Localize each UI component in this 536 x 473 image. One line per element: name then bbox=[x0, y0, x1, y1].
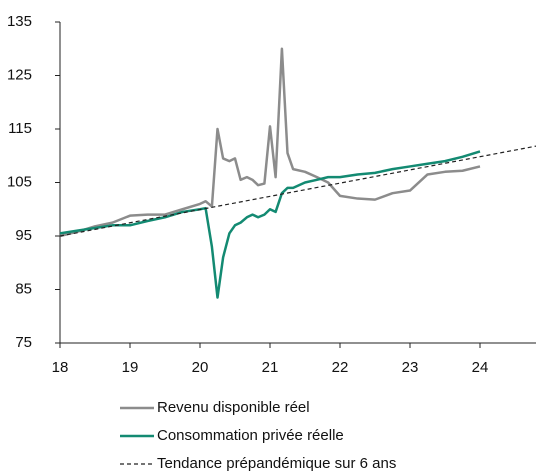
legend-label: Consommation privée réelle bbox=[157, 427, 344, 444]
x-tick-label: 21 bbox=[262, 359, 279, 376]
series-line bbox=[59, 145, 536, 237]
y-tick-label: 105 bbox=[7, 173, 32, 190]
series-line bbox=[59, 150, 481, 299]
legend-label: Revenu disponible réel bbox=[157, 399, 310, 416]
legend-label: Tendance prépandémique sur 6 ans bbox=[157, 455, 396, 472]
x-tick-label: 24 bbox=[472, 359, 489, 376]
y-tick-label: 115 bbox=[8, 120, 32, 137]
x-tick-label: 22 bbox=[332, 359, 349, 376]
y-tick-label: 75 bbox=[15, 334, 32, 351]
y-tick-label: 85 bbox=[15, 280, 32, 297]
x-tick-label: 23 bbox=[402, 359, 419, 376]
series-line bbox=[59, 47, 481, 238]
y-tick-label: 135 bbox=[7, 13, 32, 30]
y-tick-label: 125 bbox=[7, 66, 32, 83]
x-tick-label: 20 bbox=[192, 359, 209, 376]
y-tick-label: 95 bbox=[15, 227, 32, 244]
x-tick-label: 18 bbox=[52, 359, 69, 376]
x-tick-label: 19 bbox=[122, 359, 139, 376]
